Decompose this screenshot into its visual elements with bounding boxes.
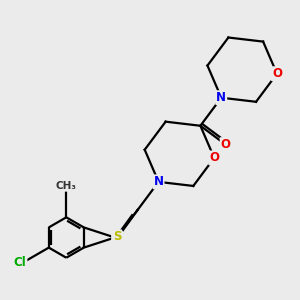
Text: N: N — [154, 176, 164, 188]
Text: O: O — [209, 152, 219, 164]
Text: O: O — [220, 138, 231, 151]
Text: CH₃: CH₃ — [56, 181, 77, 191]
Text: O: O — [272, 67, 282, 80]
Text: N: N — [216, 91, 226, 104]
Text: Cl: Cl — [14, 256, 26, 269]
Text: S: S — [113, 230, 121, 243]
Text: N: N — [112, 232, 122, 245]
